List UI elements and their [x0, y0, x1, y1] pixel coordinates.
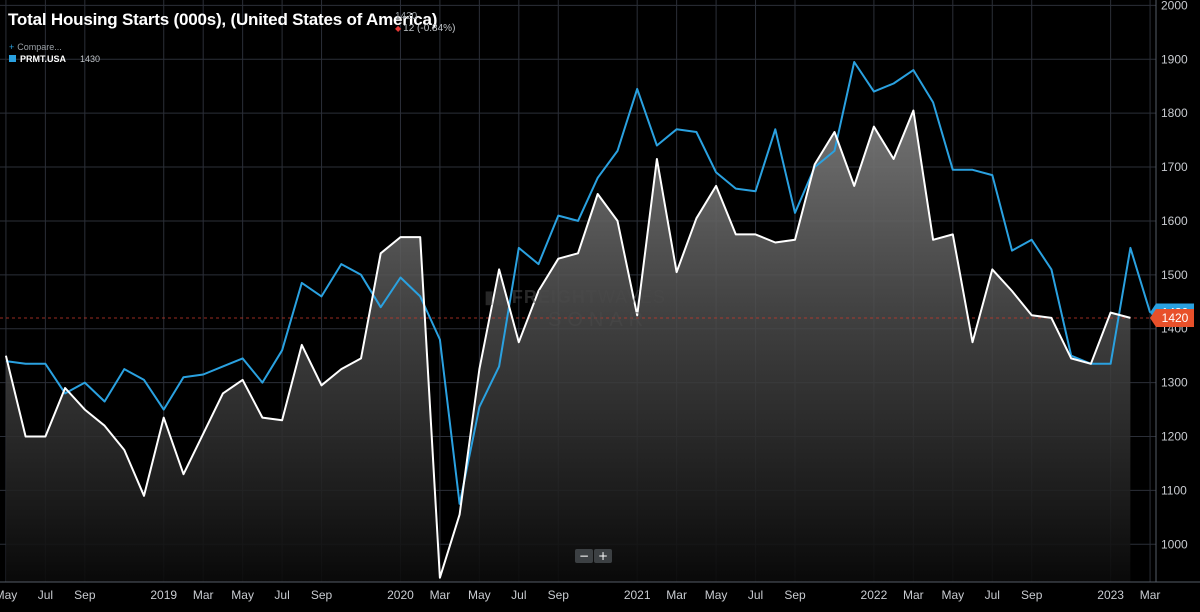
x-tick-label: Sep [311, 588, 333, 602]
change-down-icon: ◆ [395, 24, 402, 33]
x-tick-label: Sep [1021, 588, 1043, 602]
x-tick-label: Jul [748, 588, 763, 602]
y-tick-label: 1100 [1161, 483, 1187, 497]
x-tick-label: 2022 [861, 588, 888, 602]
x-tick-label: Sep [548, 588, 570, 602]
x-tick-label: May [468, 588, 491, 602]
x-tick-label: Mar [903, 588, 924, 602]
x-tick-label: Jul [274, 588, 289, 602]
y-tick-label: 1700 [1161, 160, 1188, 174]
x-tick-label: Mar [666, 588, 687, 602]
housing-starts-area [5, 110, 1131, 582]
x-tick-label: Jul [38, 588, 53, 602]
x-tick-label: 2019 [150, 588, 177, 602]
last-value-info: 1420 ◆ 12 (-0.84%) [395, 11, 455, 35]
x-tick-label: Sep [74, 588, 96, 602]
compare-link[interactable]: + Compare... [9, 41, 100, 53]
housing-starts-line[interactable] [4, 109, 1131, 579]
x-tick-label: May [231, 588, 254, 602]
change-value: 12 (-0.84%) [403, 23, 456, 34]
y-tick-label: 1800 [1161, 106, 1188, 120]
x-tick-label: Mar [430, 588, 451, 602]
y-tick-label: 1300 [1161, 376, 1188, 390]
x-tick-label: 2021 [624, 588, 651, 602]
last-value: 1420 [395, 11, 418, 22]
y-tick-label: 1200 [1161, 430, 1188, 444]
zoom-out-button[interactable]: − [575, 549, 593, 563]
compare-label: Compare... [17, 42, 62, 52]
zoom-controls: − + [575, 549, 612, 563]
legend-item-prmt[interactable]: PRMT.USA 1430 [9, 53, 100, 65]
y-tick-label: 1900 [1161, 52, 1188, 66]
y-tick-label: 1500 [1161, 268, 1188, 282]
zoom-in-button[interactable]: + [594, 549, 612, 563]
last-value-tag-text: 1420 [1162, 311, 1189, 325]
x-tick-label: Jul [511, 588, 526, 602]
x-tick-label: May [705, 588, 728, 602]
x-tick-label: Mar [193, 588, 214, 602]
plus-icon: + [9, 42, 15, 52]
legend-series-value: 1430 [80, 54, 101, 64]
series-color-swatch [9, 55, 16, 62]
x-tick-label: May [941, 588, 964, 602]
x-tick-label: Jul [985, 588, 1000, 602]
chart-title: Total Housing Starts (000s), (United Sta… [8, 10, 438, 29]
x-tick-label: 2020 [387, 588, 414, 602]
legend-series-name: PRMT.USA [20, 54, 67, 64]
prmt-usa-line[interactable] [5, 61, 1152, 505]
x-tick-label: 2023 [1097, 588, 1124, 602]
y-tick-label: 1600 [1161, 214, 1188, 228]
last-value-tag [1150, 308, 1194, 327]
y-tick-label: 1000 [1161, 537, 1188, 551]
legend: + Compare... PRMT.USA 1430 [9, 41, 100, 65]
x-tick-label: Sep [784, 588, 806, 602]
x-tick-label: Mar [1140, 588, 1161, 602]
y-tick-label: 2000 [1161, 0, 1188, 12]
chart-title-block: Total Housing Starts (000s), (United Sta… [8, 10, 437, 30]
x-tick-label: May [0, 588, 17, 602]
